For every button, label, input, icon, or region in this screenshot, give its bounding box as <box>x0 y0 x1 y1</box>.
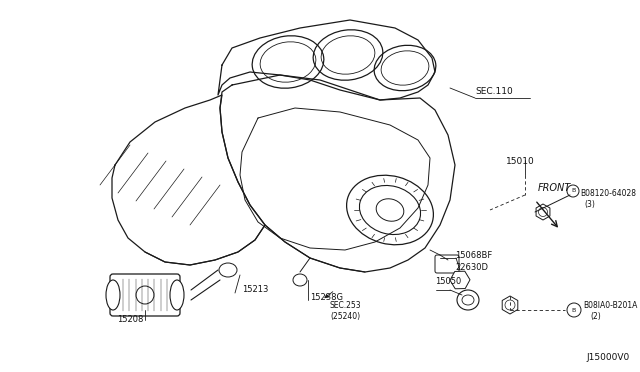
Text: (2): (2) <box>590 311 601 321</box>
Text: 22630D: 22630D <box>455 263 488 273</box>
FancyBboxPatch shape <box>110 274 180 316</box>
Ellipse shape <box>360 186 420 234</box>
Circle shape <box>567 185 579 197</box>
Text: SEC.253: SEC.253 <box>330 301 362 311</box>
Text: 15050: 15050 <box>435 278 461 286</box>
Text: B08120-64028: B08120-64028 <box>580 189 636 199</box>
Text: B: B <box>571 189 575 193</box>
Text: 15208: 15208 <box>117 315 143 324</box>
Text: 15213: 15213 <box>242 285 268 295</box>
Ellipse shape <box>376 199 404 221</box>
Text: (3): (3) <box>584 201 595 209</box>
Text: B08IA0-B201A: B08IA0-B201A <box>583 301 637 310</box>
Text: 15238G: 15238G <box>310 294 343 302</box>
Ellipse shape <box>293 274 307 286</box>
Text: 15010: 15010 <box>506 157 534 167</box>
Ellipse shape <box>347 175 433 245</box>
Ellipse shape <box>106 280 120 310</box>
FancyBboxPatch shape <box>435 255 459 273</box>
Text: J15000V0: J15000V0 <box>587 353 630 362</box>
Text: (25240): (25240) <box>330 311 360 321</box>
Circle shape <box>567 303 581 317</box>
Text: FRONT: FRONT <box>538 183 572 193</box>
Text: SEC.110: SEC.110 <box>475 87 513 96</box>
Ellipse shape <box>462 295 474 305</box>
Ellipse shape <box>136 286 154 304</box>
Circle shape <box>538 208 547 217</box>
Ellipse shape <box>219 263 237 277</box>
Text: 15068BF: 15068BF <box>455 251 492 260</box>
Ellipse shape <box>457 290 479 310</box>
Circle shape <box>505 300 515 310</box>
Text: B: B <box>572 308 576 312</box>
Ellipse shape <box>170 280 184 310</box>
